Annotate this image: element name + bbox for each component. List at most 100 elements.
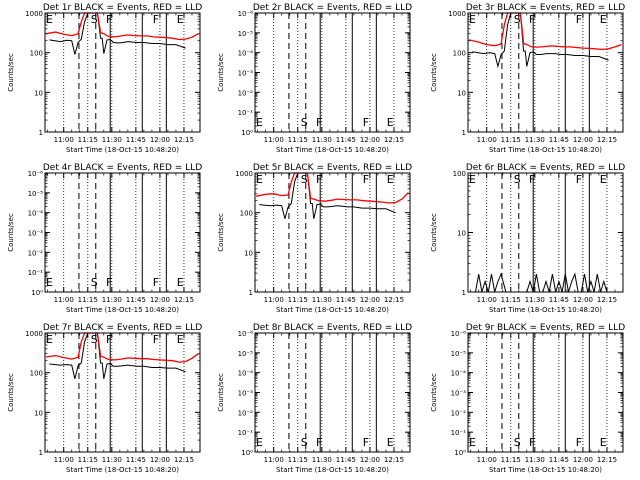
x-tick-label: 12:15: [597, 456, 617, 464]
x-tick-label: 11:30: [312, 136, 332, 144]
x-tick-label: 11:45: [549, 136, 569, 144]
y-tick-label: 1: [462, 289, 466, 297]
x-tick-label: 11:30: [312, 456, 332, 464]
y-tick-label: 10⁻⁴: [238, 50, 254, 58]
x-tick-label: 12:15: [597, 296, 617, 304]
boundary-label-f: F: [576, 13, 582, 26]
boundary-label-f: F: [529, 173, 535, 186]
plot-frame: [254, 332, 411, 453]
y-tick-label: 10: [34, 89, 43, 97]
x-tick-label: 11:00: [477, 136, 497, 144]
boundary-label-s: S: [91, 276, 98, 289]
series-events-line: [259, 172, 396, 219]
x-tick-label: 11:45: [549, 296, 569, 304]
boundary-label-f: F: [529, 13, 535, 26]
x-tick-label: 11:00: [54, 456, 74, 464]
x-tick-label: 12:00: [360, 296, 380, 304]
boundary-label-f: F: [106, 276, 112, 289]
x-tick-label: 12:15: [174, 136, 194, 144]
x-axis-label: Start Time (18-Oct-15 10:48:20): [489, 466, 602, 474]
y-tick-label: 1: [39, 449, 43, 457]
boundary-label-e: E: [387, 436, 394, 449]
boundary-label-f: F: [106, 13, 112, 26]
x-tick-label: 12:00: [573, 456, 593, 464]
panel-det-5: Det 5r BLACK = Events, RED = LLD Counts/s…: [217, 163, 412, 314]
x-tick-label: 11:00: [264, 136, 284, 144]
boundary-label-f: F: [529, 436, 535, 449]
x-tick-label: 11:00: [54, 136, 74, 144]
x-tick-label: 11:30: [312, 296, 332, 304]
y-tick-label: 1000: [25, 10, 43, 18]
panel-det-1: Det 1r BLACK = Events, RED = LLD Counts/s…: [7, 3, 202, 154]
y-tick-label: 10⁻²: [451, 409, 467, 417]
x-tick-label: 12:00: [360, 136, 380, 144]
series-events-line: [49, 332, 186, 379]
panel-det-2: Det 2r BLACK = Events, RED = LLD Counts/s…: [217, 3, 412, 154]
boundary-label-e: E: [387, 173, 394, 186]
series-lld-line: [255, 172, 409, 204]
x-tick-label: 11:15: [288, 296, 308, 304]
panel-det-6: Det 6r BLACK = Events, RED = LLD Counts/s…: [430, 163, 625, 314]
y-tick-label: 1000: [448, 10, 466, 18]
plot-frame: [44, 332, 201, 453]
y-tick-label: 10⁻⁴: [238, 370, 254, 378]
y-tick-label: 100: [453, 50, 466, 58]
x-tick-label: 12:15: [174, 456, 194, 464]
x-axis-label: Start Time (18-Oct-15 10:48:20): [489, 306, 602, 314]
x-tick-label: 12:15: [384, 296, 404, 304]
y-tick-label: 10⁻⁵: [238, 350, 254, 358]
y-tick-label: 10⁻³: [238, 390, 254, 398]
y-axis-label: Counts/sec: [430, 373, 438, 412]
y-tick-label: 10⁻⁶: [238, 330, 254, 338]
x-tick-label: 11:45: [336, 456, 356, 464]
x-tick-label: 11:30: [102, 136, 122, 144]
x-tick-label: 11:15: [501, 136, 521, 144]
series-events-line: [475, 272, 608, 293]
series-lld-line: [468, 12, 622, 51]
x-axis-label: Start Time (18-Oct-15 10:48:20): [66, 146, 179, 154]
x-tick-label: 11:45: [126, 296, 146, 304]
plot-frame: [467, 332, 624, 453]
boundary-label-e: E: [469, 13, 476, 26]
x-tick-label: 11:00: [477, 456, 497, 464]
panel-title: Det 3r BLACK = Events, RED = LLD: [466, 3, 625, 13]
boundary-label-f: F: [363, 173, 369, 186]
x-tick-label: 11:45: [126, 456, 146, 464]
plot-frame: [254, 172, 411, 293]
x-tick-label: 11:30: [525, 296, 545, 304]
x-tick-label: 12:00: [573, 136, 593, 144]
x-tick-label: 11:00: [477, 296, 497, 304]
series-lld-line: [46, 332, 199, 363]
y-tick-label: 10⁻¹: [238, 109, 254, 117]
y-tick-label: 10: [457, 89, 466, 97]
x-axis-label: Start Time (18-Oct-15 10:48:20): [276, 466, 389, 474]
x-tick-label: 11:30: [102, 456, 122, 464]
y-tick-label: 10⁻⁴: [28, 210, 44, 218]
x-axis-label: Start Time (18-Oct-15 10:48:20): [66, 466, 179, 474]
boundary-label-f: F: [363, 116, 369, 129]
y-tick-label: 10⁻³: [28, 230, 44, 238]
boundary-label-f: F: [316, 116, 322, 129]
boundary-label-e: E: [177, 276, 184, 289]
x-tick-label: 11:15: [78, 456, 98, 464]
panel-title: Det 1r BLACK = Events, RED = LLD: [43, 3, 202, 13]
boundary-label-e: E: [46, 13, 53, 26]
boundary-label-e: E: [600, 13, 607, 26]
y-tick-label: 10⁻¹: [28, 269, 44, 277]
boundary-label-e: E: [256, 436, 263, 449]
y-tick-label: 10⁻⁵: [28, 190, 44, 198]
y-tick-label: 10⁻³: [451, 390, 467, 398]
boundary-label-e: E: [177, 13, 184, 26]
boundary-label-s: S: [514, 173, 521, 186]
boundary-label-s: S: [301, 173, 308, 186]
x-tick-label: 12:15: [597, 136, 617, 144]
y-tick-label: 10⁰: [241, 449, 253, 457]
panel-title: Det 7r BLACK = Events, RED = LLD: [43, 323, 202, 333]
y-tick-label: 10⁻⁵: [451, 350, 467, 358]
panel-det-8: Det 8r BLACK = Events, RED = LLD Counts/s…: [217, 323, 412, 474]
y-axis-label: Counts/sec: [217, 373, 225, 412]
y-axis-label: Counts/sec: [217, 213, 225, 252]
boundary-label-f: F: [316, 173, 322, 186]
boundary-label-s: S: [91, 333, 98, 346]
panel-det-3: Det 3r BLACK = Events, RED = LLD Counts/s…: [430, 3, 625, 154]
